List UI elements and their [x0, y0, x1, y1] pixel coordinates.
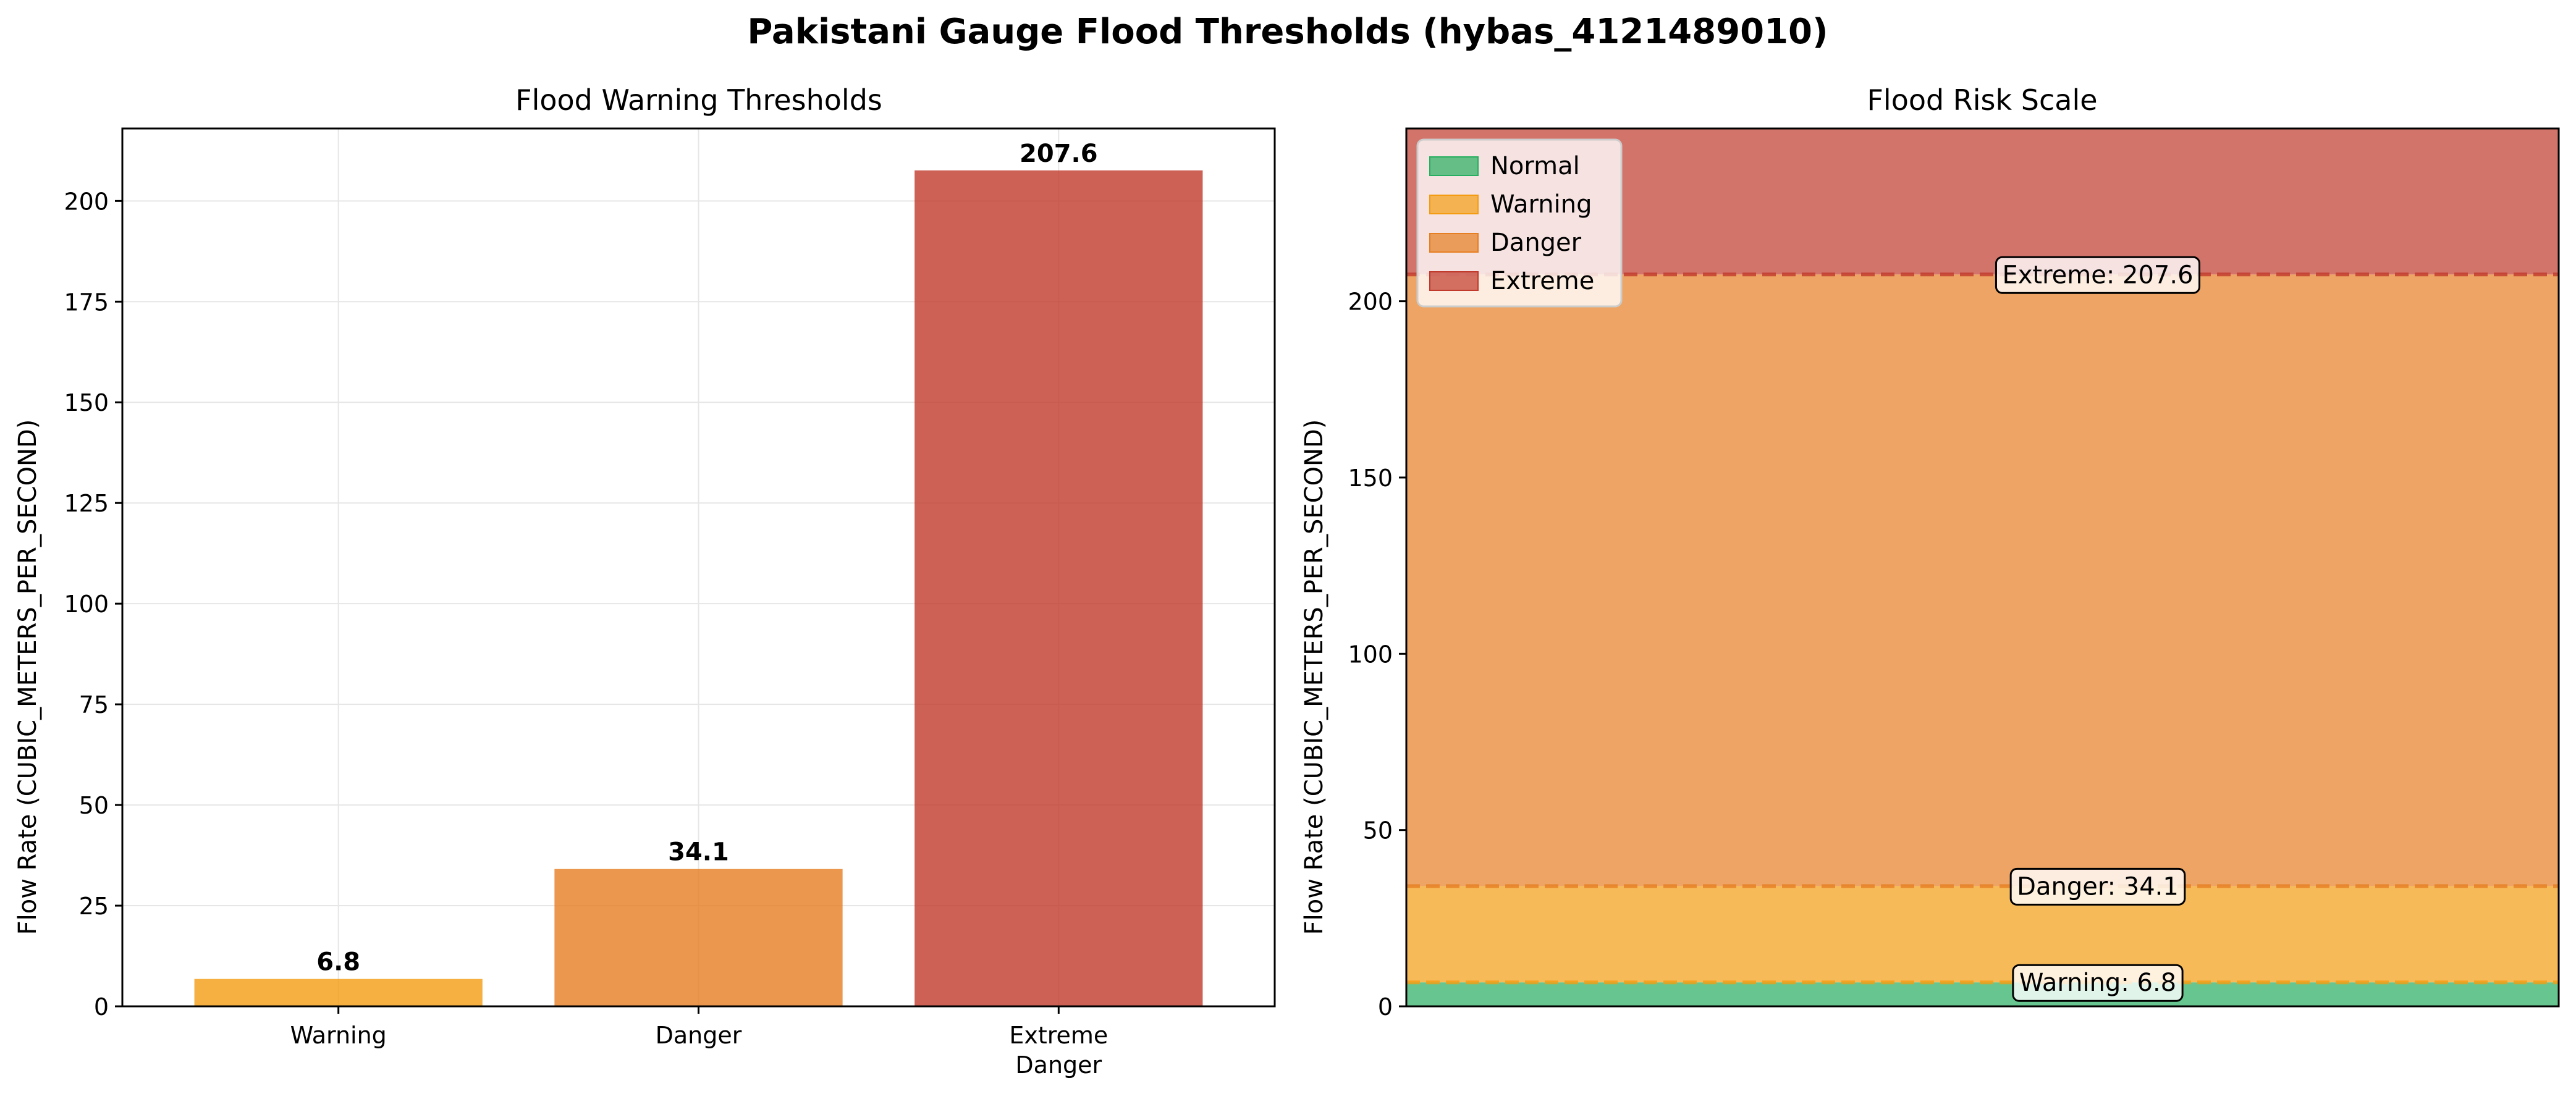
y-tick-label: 150 — [1348, 465, 1393, 492]
y-tick-label: 150 — [64, 389, 109, 416]
bar-chart-y-axis-label: Flow Rate (CUBIC_METERS_PER_SECOND) — [14, 419, 42, 935]
threshold-labels: Warning: 6.8 Danger: 34.1 Extreme: 207.6 — [1995, 256, 2201, 1002]
bar-value-label: 6.8 — [316, 948, 360, 977]
bar — [554, 869, 843, 1006]
x-tick-label: Danger — [656, 1022, 742, 1049]
y-tick-label: 200 — [1348, 288, 1393, 316]
y-tick-label: 25 — [79, 893, 109, 920]
y-tick-label: 0 — [94, 993, 109, 1021]
bar-value-label: 207.6 — [1020, 140, 1098, 168]
bar — [914, 170, 1203, 1007]
threshold-label: Extreme: 207.6 — [2002, 261, 2193, 289]
risk-chart-title: Flood Risk Scale — [1867, 83, 2097, 117]
threshold-label: Warning: 6.8 — [2019, 969, 2176, 997]
threshold-label-box — [1995, 256, 2201, 294]
legend-swatch — [1429, 195, 1479, 214]
y-tick-label: 75 — [79, 691, 109, 718]
threshold-label: Danger: 34.1 — [2017, 872, 2179, 901]
legend-label: Warning — [1490, 190, 1592, 219]
threshold-label-box — [2009, 867, 2186, 906]
threshold-label-box — [2012, 964, 2184, 1002]
risk-band-warning — [1406, 886, 2559, 983]
y-tick-label: 100 — [1348, 641, 1393, 668]
legend-swatch — [1429, 156, 1479, 176]
bar — [194, 979, 483, 1006]
legend-box — [1416, 138, 1623, 308]
y-tick-label: 125 — [64, 490, 109, 517]
y-tick-label: 50 — [1363, 817, 1393, 844]
y-tick-label: 200 — [64, 188, 109, 215]
legend-label: Extreme — [1490, 267, 1594, 295]
legend-swatch — [1429, 233, 1479, 253]
threshold-lines — [1406, 272, 2559, 985]
risk-band-normal — [1406, 982, 2559, 1006]
figure-title: Pakistani Gauge Flood Thresholds (hybas_… — [747, 12, 1828, 52]
bar-chart-bars: 6.8 34.1 207.6 — [194, 140, 1203, 1007]
x-tick-label: Warning — [290, 1022, 387, 1049]
y-tick-label: 175 — [64, 288, 109, 316]
risk-chart-y-axis-label: Flow Rate (CUBIC_METERS_PER_SECOND) — [1300, 419, 1328, 935]
legend: Normal Warning Danger Extreme — [1416, 138, 1623, 308]
bar-chart-frame — [121, 127, 1276, 1008]
y-tick-label: 100 — [64, 591, 109, 618]
bar-chart-title: Flood Warning Thresholds — [515, 83, 882, 117]
bar-chart-ticks: 0 25 50 75 100 125 150 175 200 Warning Danger Extre… — [64, 188, 1108, 1079]
threshold-bar-chart: Flood Warning Thresholds Flow Rate (CUBI… — [14, 83, 1276, 1079]
y-tick-label: 0 — [1378, 993, 1393, 1021]
legend-swatch — [1429, 271, 1479, 291]
x-tick-label: Extreme Danger — [1009, 1022, 1108, 1079]
legend-label: Normal — [1490, 152, 1580, 180]
risk-chart-frame — [1405, 127, 2560, 1008]
legend-label: Danger — [1490, 229, 1582, 257]
risk-band-danger — [1406, 274, 2559, 886]
risk-chart-ticks: 0 50 100 150 200 — [1348, 288, 1406, 1021]
y-tick-label: 50 — [79, 792, 109, 819]
risk-scale-chart: Flood Risk Scale Flow Rate (CUBIC_METERS… — [1300, 83, 2560, 1021]
bar-value-label: 34.1 — [668, 838, 729, 867]
